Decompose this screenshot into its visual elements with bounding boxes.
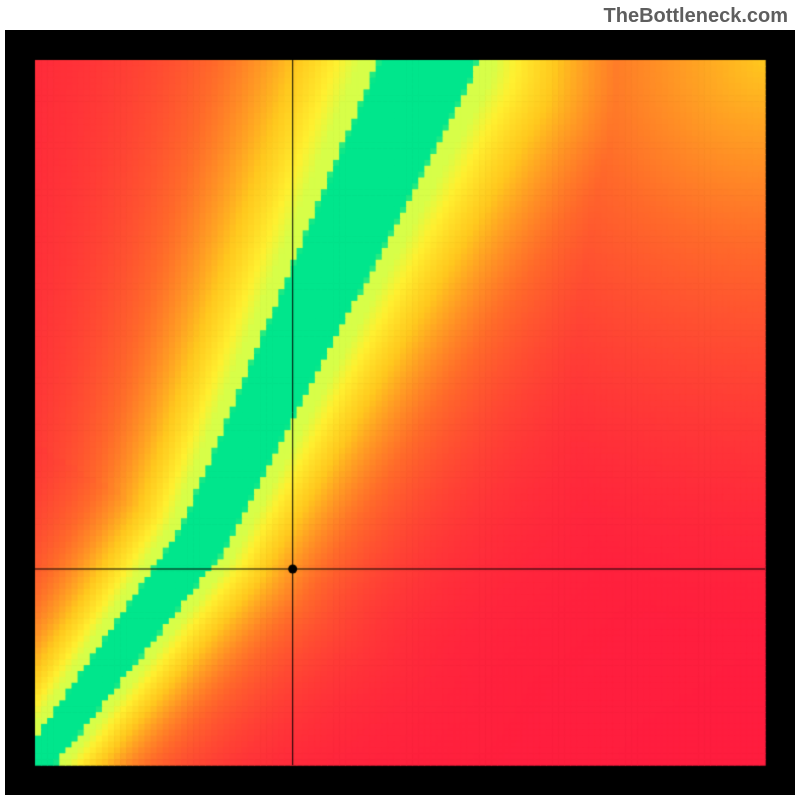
watermark-text: TheBottleneck.com <box>604 5 788 28</box>
heatmap-plot-area <box>5 30 795 795</box>
heatmap-canvas <box>5 30 795 795</box>
